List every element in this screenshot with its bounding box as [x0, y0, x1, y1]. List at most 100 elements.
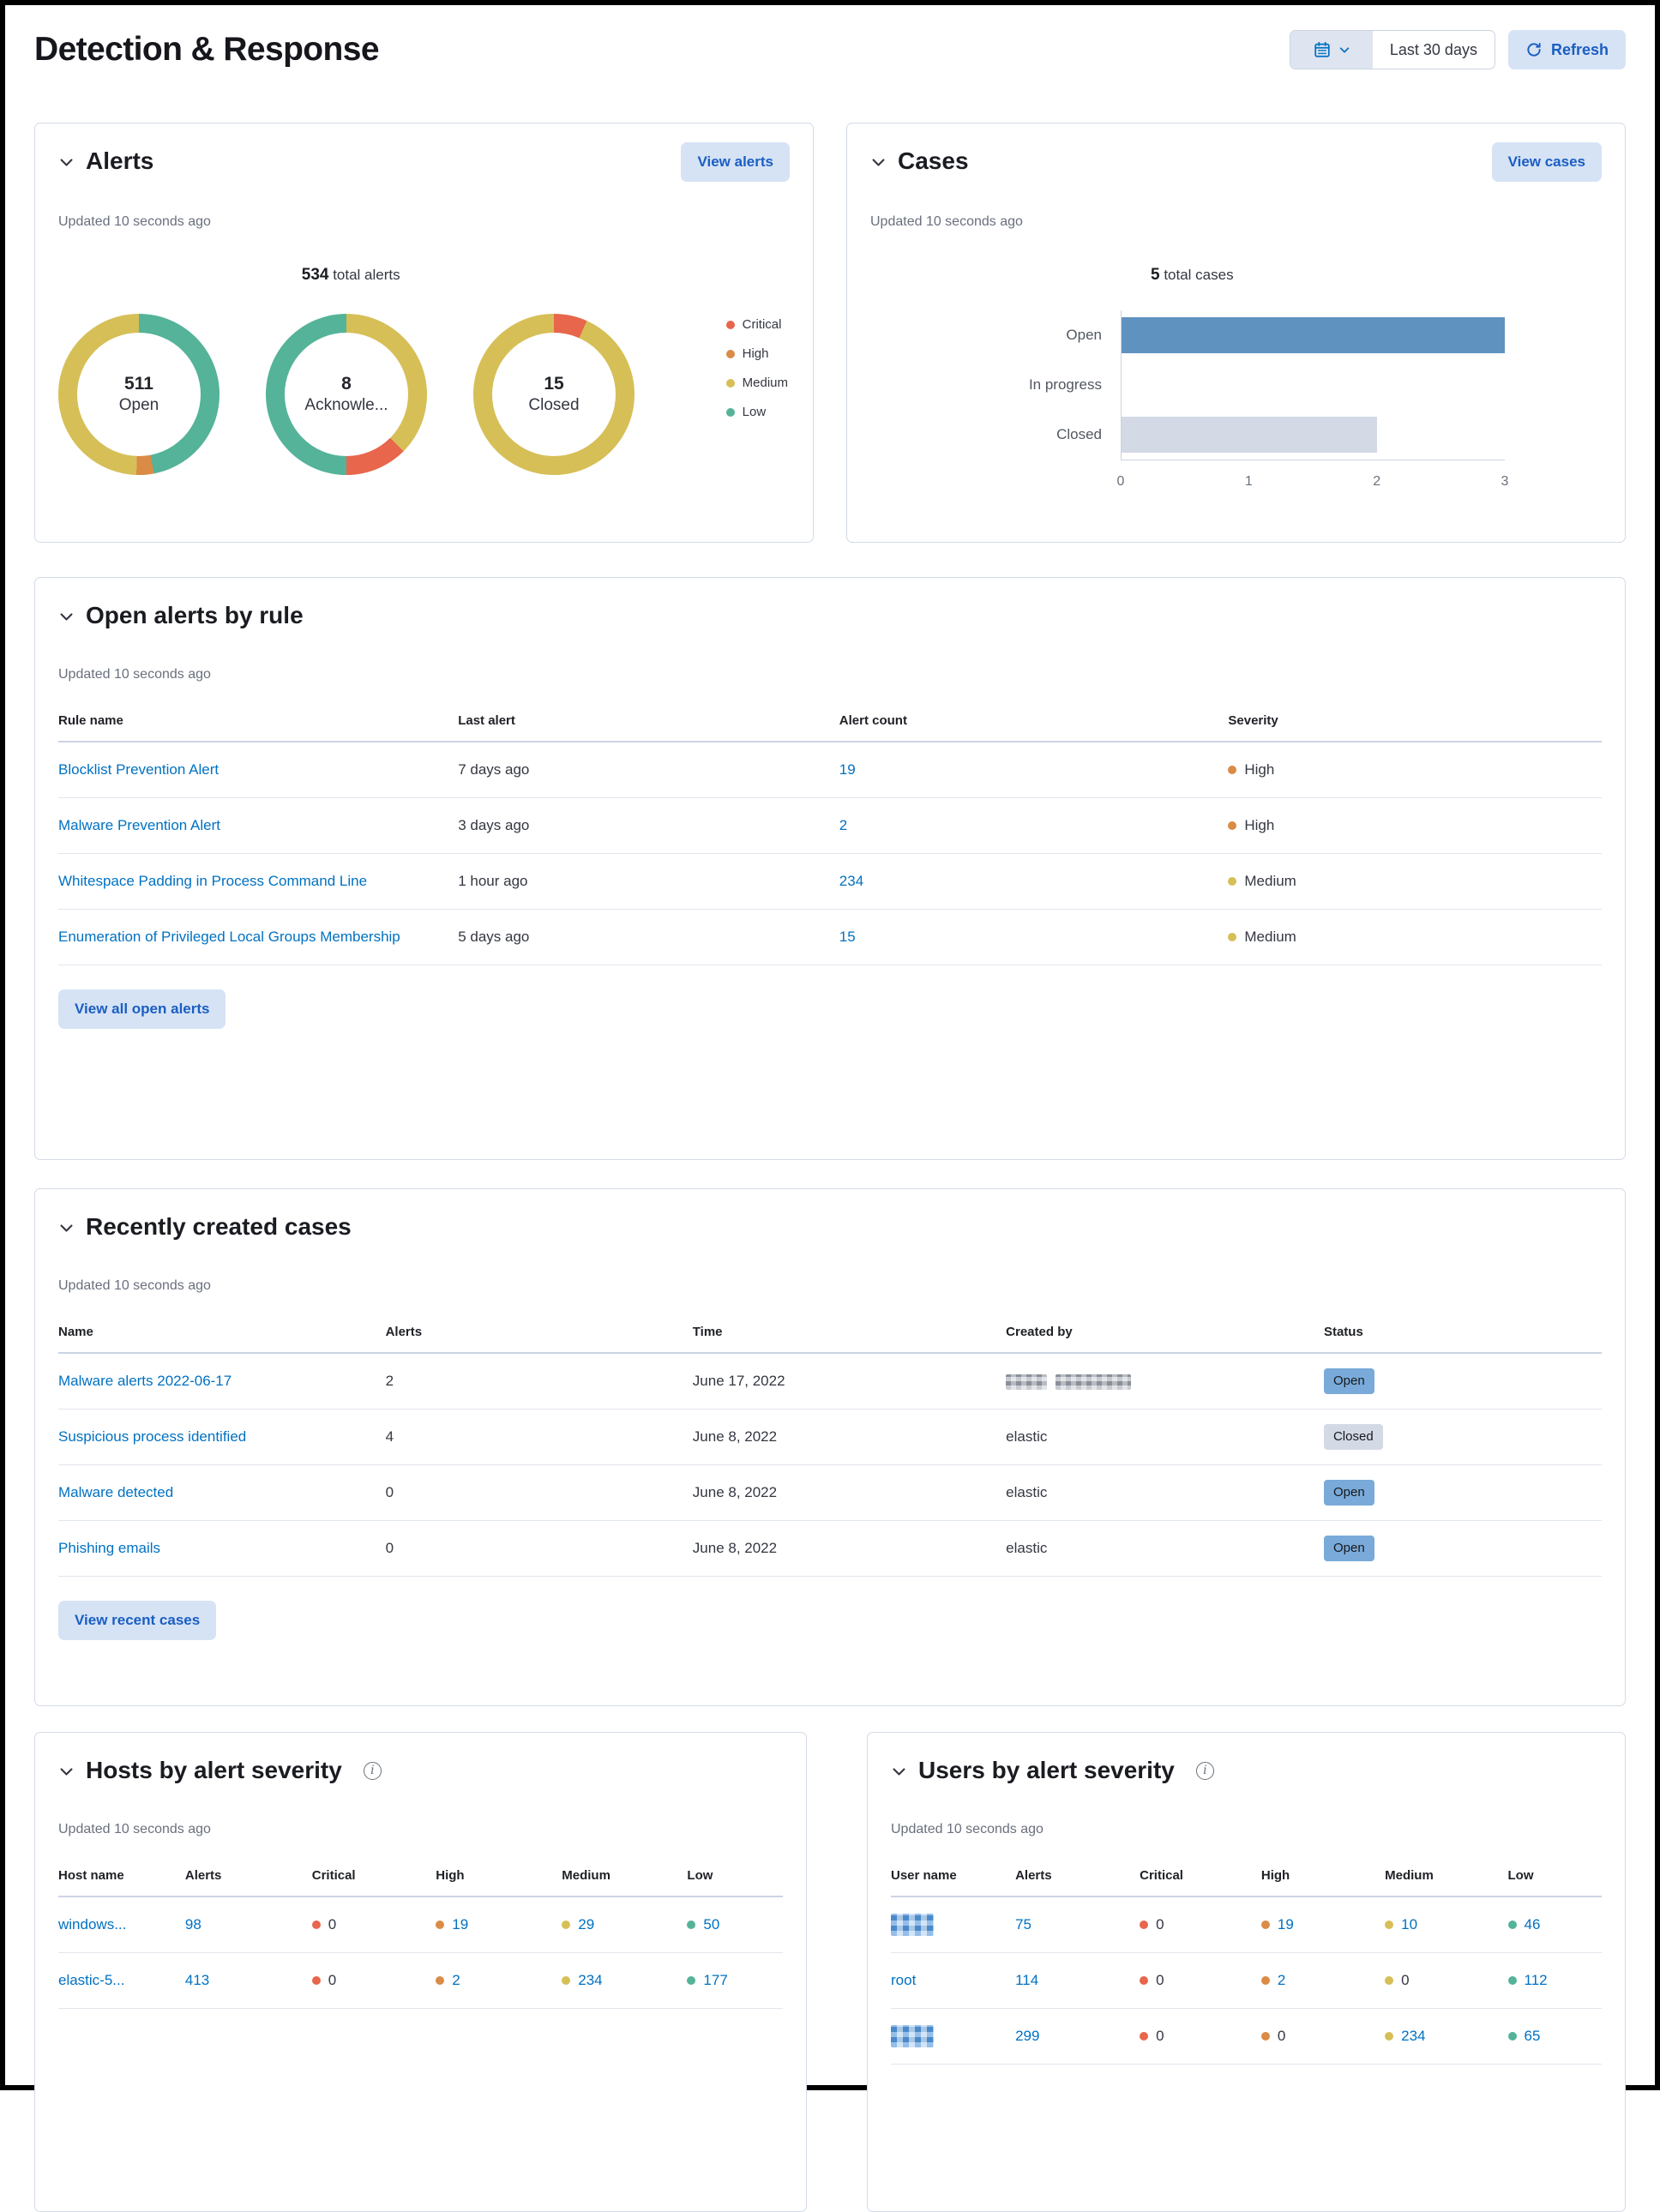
severity-dot-icon: [1140, 1976, 1149, 1986]
alert-count-link[interactable]: 19: [839, 761, 856, 778]
users-table-body: 75 0 19 10 46 root 114 0 2 0 112 299 0 0 234 65: [891, 1897, 1602, 2065]
legend-dot-icon: [725, 320, 735, 329]
donut-label: Acknowle...: [304, 396, 388, 414]
rule-link[interactable]: Blocklist Prevention Alert: [58, 761, 220, 778]
date-picker-toggle[interactable]: [1290, 31, 1373, 69]
count-value[interactable]: 112: [1524, 1972, 1548, 1989]
severity-dot-icon: [687, 1976, 696, 1986]
count-value[interactable]: 177: [703, 1972, 728, 1989]
cell-text: Medium: [1244, 873, 1296, 890]
collapse-chevron-icon[interactable]: [891, 1764, 907, 1780]
collapse-chevron-icon[interactable]: [58, 609, 75, 625]
rule-link[interactable]: Enumeration of Privileged Local Groups M…: [58, 929, 400, 946]
count-value[interactable]: 10: [1401, 1916, 1418, 1933]
user-name-link[interactable]: root: [891, 1972, 917, 1989]
donut-center: 15 Closed: [473, 314, 635, 475]
count-value[interactable]: 65: [1524, 2028, 1541, 2045]
alerts-count-link[interactable]: 299: [1015, 2028, 1040, 2045]
severity-count: 112: [1507, 1969, 1548, 1992]
alerts-count-link[interactable]: 75: [1015, 1916, 1031, 1933]
cell-text: June 8, 2022: [692, 1428, 778, 1446]
table-row: Malware detected 0 June 8, 2022 elastic Open: [58, 1465, 1602, 1521]
severity-dot-icon: [562, 1920, 571, 1930]
severity-dot-icon: [1507, 1976, 1517, 1986]
severity-dot-icon: [1140, 1920, 1149, 1930]
axis-tick-label: 1: [1244, 474, 1253, 489]
rule-link[interactable]: Whitespace Padding in Process Command Li…: [58, 873, 368, 890]
redacted-text: [891, 1914, 934, 1937]
collapse-chevron-icon[interactable]: [870, 154, 887, 171]
view-cases-button[interactable]: View cases: [1491, 142, 1602, 182]
severity-label: Medium: [1228, 870, 1296, 893]
status-badge: Closed: [1323, 1423, 1383, 1451]
cases-category-label: Closed: [1056, 426, 1102, 442]
legend-dot-icon: [725, 378, 735, 388]
cell-text: High: [1244, 817, 1275, 834]
count-value[interactable]: 234: [1401, 2028, 1426, 2045]
severity-label: High: [1228, 759, 1274, 781]
alerts-count-link[interactable]: 413: [184, 1972, 210, 1989]
count-value[interactable]: 50: [703, 1916, 720, 1933]
case-link[interactable]: Malware detected: [58, 1484, 174, 1501]
count-value[interactable]: 2: [1277, 1972, 1286, 1989]
recent-cases-title: Recently created cases: [58, 1208, 352, 1246]
case-link[interactable]: Phishing emails: [58, 1540, 161, 1557]
alert-count-link[interactable]: 234: [839, 873, 864, 890]
column-header: Alerts: [385, 1325, 423, 1339]
hosts-table-body: windows... 98 0 19 29 50 elastic-5... 413 0 2 234 1…: [58, 1897, 783, 2009]
alert-count-link[interactable]: 2: [839, 817, 848, 834]
rule-link[interactable]: Malware Prevention Alert: [58, 817, 220, 834]
cell-text: elastic: [1006, 1540, 1048, 1557]
count-value[interactable]: 29: [578, 1916, 595, 1933]
count-value[interactable]: 2: [452, 1972, 460, 1989]
view-alerts-button[interactable]: View alerts: [681, 142, 790, 182]
redacted-text: [1056, 1373, 1132, 1390]
recent-cases-table-header: Name Alerts Time Created by Status: [58, 1325, 1602, 1354]
severity-count: 29: [562, 1914, 594, 1936]
view-all-open-alerts-button[interactable]: View all open alerts: [58, 989, 226, 1029]
alerts-donut-closed: 15 Closed: [473, 314, 635, 475]
alerts-donut-open: 511 Open: [58, 314, 220, 475]
severity-count: 46: [1507, 1914, 1541, 1936]
severity-count: 234: [1385, 2025, 1425, 2047]
created-by-cell: elastic: [1006, 1482, 1324, 1504]
cell-text: 7 days ago: [458, 761, 530, 778]
severity-dot-icon: [1385, 2032, 1394, 2041]
info-icon[interactable]: [1195, 1761, 1214, 1780]
collapse-chevron-icon[interactable]: [58, 1764, 75, 1780]
count-value[interactable]: 234: [578, 1972, 603, 1989]
alerts-updated-text: Updated 10 seconds ago: [58, 214, 211, 229]
count-value[interactable]: 19: [1277, 1916, 1294, 1933]
alert-count-link[interactable]: 15: [839, 929, 856, 946]
collapse-chevron-icon[interactable]: [58, 154, 75, 171]
host-name-link[interactable]: elastic-5...: [58, 1972, 125, 1989]
case-link[interactable]: Malware alerts 2022-06-17: [58, 1373, 232, 1390]
users-panel: Users by alert severity Updated 10 secon…: [867, 1732, 1626, 2212]
table-row: Malware alerts 2022-06-17 2 June 17, 2022 O…: [58, 1354, 1602, 1410]
host-name-link[interactable]: windows...: [58, 1916, 127, 1933]
date-range-picker[interactable]: Last 30 days: [1289, 30, 1495, 69]
table-row: elastic-5... 413 0 2 234 177: [58, 1953, 783, 2009]
alerts-count-link[interactable]: 114: [1015, 1972, 1039, 1989]
info-icon[interactable]: [363, 1761, 382, 1780]
count-value[interactable]: 19: [452, 1916, 469, 1933]
alerts-count-link[interactable]: 98: [184, 1916, 201, 1933]
severity-legend: Critical High Medium Low: [725, 317, 790, 419]
created-by-cell: [1006, 1370, 1324, 1392]
donut-value: 15: [544, 374, 564, 394]
cell-text: June 8, 2022: [692, 1484, 778, 1501]
count-value[interactable]: 46: [1524, 1916, 1541, 1933]
collapse-chevron-icon[interactable]: [58, 1220, 75, 1236]
table-row: 299 0 0 234 65: [891, 2009, 1602, 2065]
redacted-text: [891, 2025, 934, 2048]
view-recent-cases-button[interactable]: View recent cases: [58, 1601, 217, 1640]
cases-panel-title: Cases: [870, 142, 969, 180]
refresh-button[interactable]: Refresh: [1507, 30, 1626, 69]
axis-tick-label: 0: [1116, 474, 1125, 489]
severity-count: 234: [562, 1969, 603, 1992]
column-header: Rule name: [58, 713, 123, 728]
status-badge: Open: [1323, 1367, 1374, 1395]
user-name-cell: [891, 2025, 1015, 2048]
case-link[interactable]: Suspicious process identified: [58, 1428, 247, 1446]
date-range-value[interactable]: Last 30 days: [1389, 40, 1477, 58]
